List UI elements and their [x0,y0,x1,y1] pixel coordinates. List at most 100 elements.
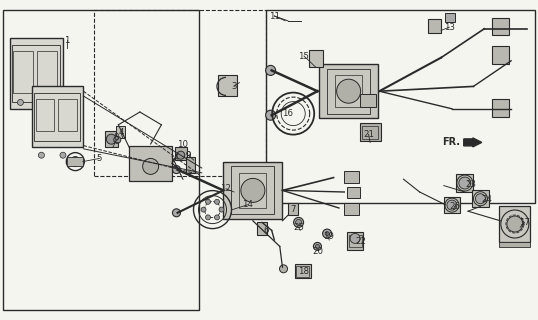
Bar [257,222,267,235]
Text: FR.: FR. [442,137,460,148]
Text: 14: 14 [242,200,253,209]
Text: 11: 11 [269,12,280,20]
Circle shape [266,110,275,120]
Text: 17: 17 [519,218,530,227]
Bar [288,203,298,215]
Bar [347,187,360,198]
Bar [295,264,311,278]
Bar [36,99,54,131]
Text: 16: 16 [282,109,293,118]
Text: 4: 4 [118,128,124,137]
Circle shape [325,232,329,236]
Text: 8: 8 [113,133,118,142]
Bar [116,126,125,138]
Circle shape [38,100,44,105]
Circle shape [219,207,224,212]
Bar [472,190,489,207]
Circle shape [206,215,210,220]
Circle shape [447,200,457,210]
Bar [499,242,530,247]
Bar [13,51,33,93]
Bar [362,126,378,139]
Text: 2: 2 [113,136,118,145]
Text: 18: 18 [299,268,309,276]
Bar [360,94,376,107]
Text: 12: 12 [221,184,231,193]
Bar [10,38,63,109]
Bar [492,99,509,117]
Bar [428,19,441,33]
Circle shape [507,216,523,232]
Circle shape [143,158,159,174]
Bar [456,174,473,192]
Bar [94,10,266,176]
Circle shape [294,217,303,228]
Bar [266,10,535,203]
Bar [239,173,266,208]
Bar [32,86,83,147]
Bar [309,50,323,67]
Text: 7: 7 [291,205,296,214]
Text: 9: 9 [186,151,191,160]
Bar [67,157,83,166]
Text: 3: 3 [231,82,237,91]
Text: 5: 5 [97,154,102,163]
Bar [344,203,359,215]
Circle shape [60,152,66,158]
Text: 20: 20 [312,247,323,256]
Bar [445,13,455,22]
Text: 15: 15 [299,52,309,60]
Text: 6: 6 [264,226,269,235]
Bar [105,131,118,147]
Circle shape [114,136,121,143]
FancyArrow shape [464,138,482,147]
Bar [218,75,237,96]
Bar [12,45,60,102]
Text: 23: 23 [465,180,476,188]
Circle shape [350,233,360,244]
Bar [347,232,363,250]
Bar [296,266,309,277]
Bar [327,69,370,114]
Circle shape [70,156,80,167]
Circle shape [280,265,287,273]
Text: 9: 9 [186,151,191,160]
Circle shape [201,207,206,212]
Bar [3,10,199,310]
Circle shape [215,215,220,220]
Bar [335,75,362,107]
Bar [58,99,77,131]
Circle shape [206,199,210,204]
Circle shape [177,151,185,159]
Bar [223,162,282,219]
Text: 13: 13 [444,23,455,32]
Circle shape [476,194,485,204]
Circle shape [173,166,180,174]
Bar [231,166,274,214]
Circle shape [38,152,45,158]
Circle shape [459,177,471,189]
Circle shape [17,100,24,105]
Bar [344,171,359,183]
Bar [492,46,509,64]
Text: 21: 21 [363,130,374,139]
Bar [175,147,187,160]
Circle shape [323,229,331,238]
Bar [34,93,80,141]
Circle shape [295,220,302,225]
Circle shape [266,65,275,76]
Circle shape [173,209,180,217]
Text: 26: 26 [449,202,460,211]
Text: 24: 24 [482,196,492,204]
Circle shape [314,243,321,251]
Text: 1: 1 [65,36,70,44]
Bar [349,235,362,247]
Circle shape [215,199,220,204]
Circle shape [315,244,320,248]
Bar [492,18,509,35]
Bar [444,197,460,213]
Circle shape [337,79,360,103]
Bar [37,51,57,93]
Circle shape [107,134,116,144]
Text: 10: 10 [178,140,188,148]
